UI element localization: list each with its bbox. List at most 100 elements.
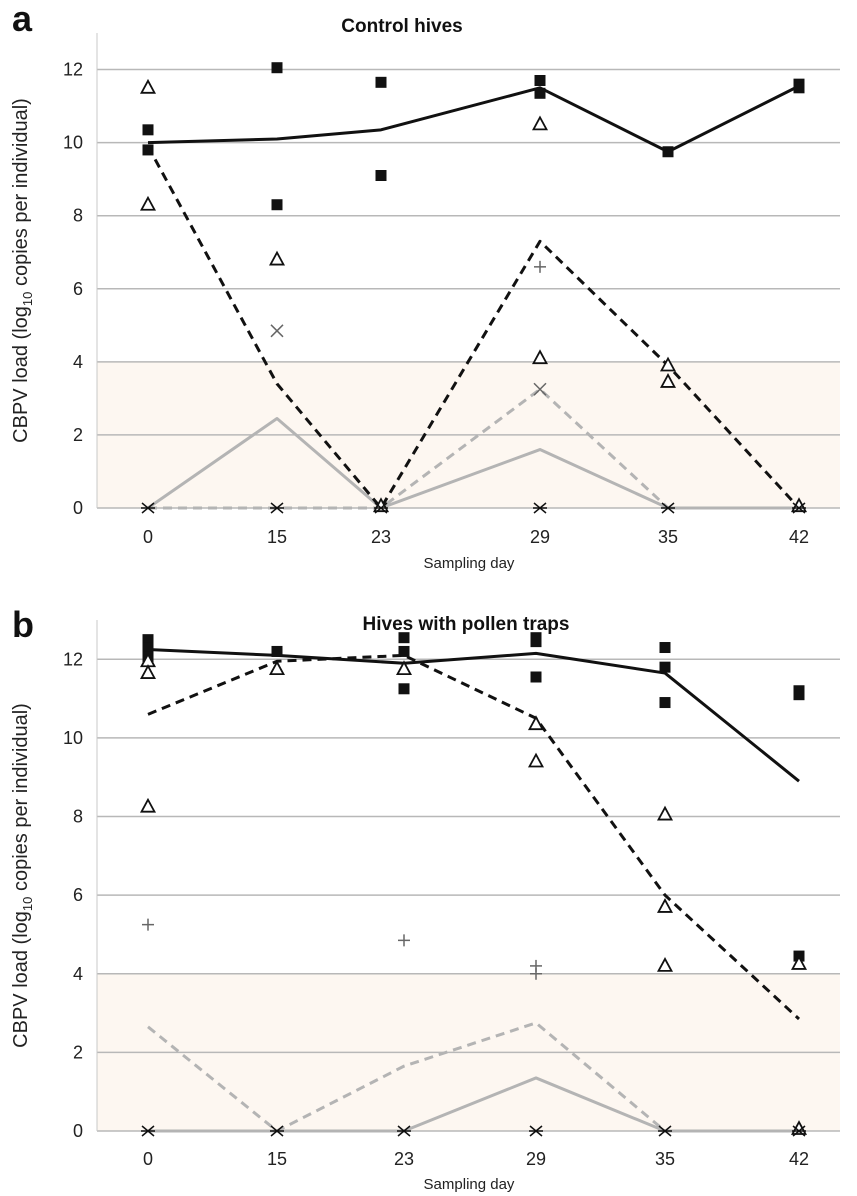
marker-square (534, 75, 546, 86)
marker-triangle (139, 195, 157, 211)
marker-square (793, 689, 805, 701)
y-axis-label-part: copies per individual) (10, 703, 32, 896)
y-tick-label: 12 (63, 60, 83, 80)
marker-square (398, 632, 410, 644)
marker-triangle (656, 805, 674, 821)
marker-square (659, 697, 671, 709)
marker-square (142, 144, 154, 156)
chart-title: Control hives (341, 16, 462, 37)
y-tick-label: 6 (73, 885, 83, 905)
y-tick-label: 2 (73, 425, 83, 445)
marker-star (270, 502, 284, 514)
marker-plus (530, 967, 542, 980)
series-line-solid-black (147, 84, 800, 154)
marker-star (792, 502, 806, 514)
y-axis-label: CBPV load (log10 copies per individual) (10, 98, 35, 443)
x-tick-label: 29 (526, 1149, 546, 1169)
marker-star (397, 1125, 411, 1137)
marker-star (270, 1125, 284, 1137)
x-tick-label: 35 (655, 1149, 675, 1169)
marker-square (530, 636, 542, 648)
marker-triangle (139, 664, 157, 679)
marker-triangle (139, 797, 157, 813)
y-tick-label: 12 (63, 649, 83, 669)
x-tick-label: 42 (789, 527, 809, 547)
y-axis-label-part: CBPV load (log (10, 911, 32, 1048)
marker-triangle (531, 115, 549, 131)
y-axis-label-part: copies per individual) (10, 98, 32, 291)
marker-triangle (656, 957, 674, 972)
x-tick-label: 0 (143, 1149, 153, 1169)
y-tick-label: 4 (73, 964, 83, 984)
x-tick-label: 23 (394, 1149, 414, 1169)
marker-square (271, 199, 283, 211)
marker-star (658, 1125, 672, 1137)
marker-triangle (268, 660, 286, 676)
marker-square (375, 76, 387, 88)
marker-square (659, 661, 671, 673)
marker-triangle (656, 898, 674, 913)
x-tick-label: 15 (267, 527, 287, 547)
marker-square (271, 62, 283, 74)
y-tick-label: 8 (73, 807, 83, 827)
marker-square (375, 170, 387, 181)
series-line-solid-black (147, 647, 800, 783)
marker-triangle (659, 373, 677, 388)
panel-a: 0 2 4 6 8 10 12 0 15 23 29 35 42 Sampling day CBPV loa… (10, 0, 840, 572)
marker-triangle (659, 356, 677, 372)
series-line-dashed-grey (148, 387, 799, 510)
marker-square (142, 124, 154, 136)
panel-b: 0 2 4 6 8 10 12 0 15 23 29 35 42 Sampling day CBPV loa… (10, 604, 840, 1193)
y-tick-label: 0 (73, 498, 83, 518)
x-axis-label: Sampling day (424, 1176, 515, 1193)
x-tick-label: 23 (371, 527, 391, 547)
y-tick-label: 10 (63, 133, 83, 153)
marker-star (141, 1125, 155, 1137)
y-tick-label: 10 (63, 728, 83, 748)
panel-letter: b (12, 604, 34, 645)
marker-square (659, 642, 671, 654)
marker-plus (534, 260, 546, 273)
chart-title: Hives with pollen traps (363, 614, 570, 635)
marker-x (533, 382, 547, 396)
series-line-solid-grey (148, 1076, 799, 1133)
marker-triangle (268, 250, 286, 266)
marker-triangle (395, 660, 413, 676)
y-tick-label: 8 (73, 206, 83, 226)
x-tick-label: 35 (658, 527, 678, 547)
y-tick-label: 0 (73, 1121, 83, 1141)
marker-square (793, 82, 805, 94)
marker-square (142, 642, 154, 654)
marker-star (533, 502, 547, 514)
marker-square (142, 634, 154, 646)
marker-triangle (527, 715, 545, 731)
x-tick-label: 15 (267, 1149, 287, 1169)
series-line-dashed-black (146, 145, 801, 510)
marker-star (529, 1125, 543, 1137)
y-tick-label: 4 (73, 352, 83, 372)
marker-triangle (139, 78, 157, 94)
y-axis-label-sub: 10 (20, 292, 35, 306)
marker-square (398, 645, 410, 657)
marker-star (141, 502, 155, 514)
x-tick-label: 0 (143, 527, 153, 547)
marker-plus (142, 918, 154, 931)
marker-triangle (790, 955, 808, 970)
x-axis-label: Sampling day (424, 555, 515, 572)
marker-square (271, 645, 283, 657)
y-tick-label: 6 (73, 279, 83, 299)
marker-star (661, 502, 675, 514)
x-tick-label: 29 (530, 527, 550, 547)
y-axis-label-sub: 10 (20, 897, 35, 911)
y-tick-label: 2 (73, 1042, 83, 1062)
y-axis-label-part: CBPV load (log (10, 306, 32, 443)
marker-plus (398, 934, 410, 947)
marker-square (662, 146, 674, 158)
marker-star (374, 502, 388, 514)
marker-triangle (527, 752, 545, 768)
marker-square (398, 683, 410, 695)
marker-triangle (531, 349, 549, 365)
marker-x (270, 324, 284, 338)
